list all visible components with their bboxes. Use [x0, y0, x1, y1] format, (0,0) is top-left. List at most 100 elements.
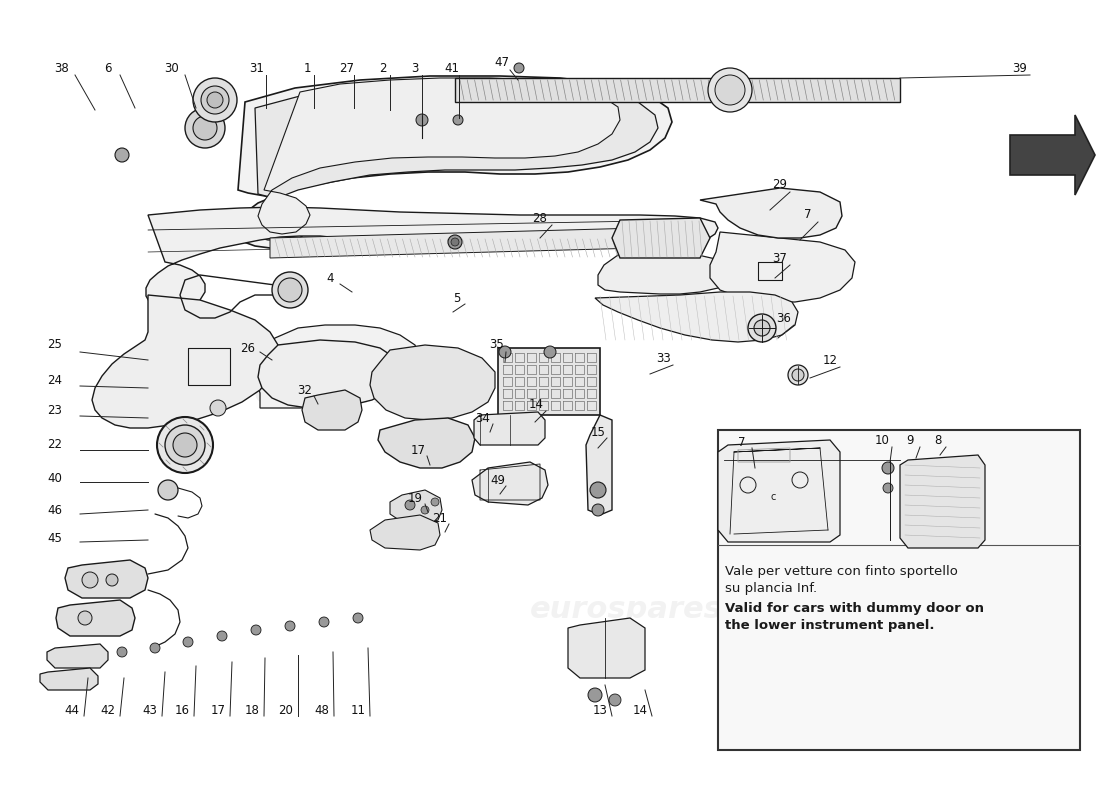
Circle shape [353, 613, 363, 623]
Circle shape [792, 369, 804, 381]
Text: 28: 28 [532, 211, 548, 225]
Circle shape [201, 86, 229, 114]
Circle shape [431, 498, 439, 506]
Text: 4: 4 [327, 271, 333, 285]
Text: 23: 23 [47, 403, 63, 417]
Text: 5: 5 [453, 291, 461, 305]
Circle shape [405, 500, 415, 510]
Text: the lower instrument panel.: the lower instrument panel. [725, 619, 935, 632]
Text: 41: 41 [444, 62, 460, 74]
Text: 32: 32 [298, 383, 312, 397]
Text: 14: 14 [528, 398, 543, 411]
Polygon shape [40, 668, 98, 690]
Text: 17: 17 [410, 443, 426, 457]
Text: 17: 17 [210, 703, 225, 717]
Text: 3: 3 [411, 62, 419, 74]
Circle shape [185, 108, 226, 148]
Text: 46: 46 [47, 503, 63, 517]
Text: 47: 47 [495, 55, 509, 69]
Circle shape [514, 63, 524, 73]
Text: 33: 33 [657, 351, 671, 365]
Text: 21: 21 [432, 511, 448, 525]
Text: 24: 24 [47, 374, 63, 386]
Circle shape [207, 92, 223, 108]
Polygon shape [586, 415, 612, 515]
Circle shape [192, 78, 236, 122]
Circle shape [421, 506, 429, 514]
Text: 2: 2 [379, 62, 387, 74]
Text: 39: 39 [1013, 62, 1027, 74]
Text: c: c [770, 492, 776, 502]
Polygon shape [370, 515, 440, 550]
Text: 8: 8 [934, 434, 942, 446]
Polygon shape [498, 348, 600, 415]
Circle shape [285, 621, 295, 631]
Polygon shape [258, 78, 620, 234]
Text: 26: 26 [241, 342, 255, 354]
Circle shape [165, 425, 205, 465]
Text: 37: 37 [772, 251, 788, 265]
Text: 48: 48 [315, 703, 329, 717]
Circle shape [448, 235, 462, 249]
Polygon shape [718, 440, 840, 542]
Text: 7: 7 [804, 209, 812, 222]
Circle shape [883, 483, 893, 493]
Circle shape [590, 482, 606, 498]
Text: eurospares: eurospares [530, 595, 723, 625]
Text: 31: 31 [250, 62, 264, 74]
Text: 44: 44 [65, 703, 79, 717]
Text: 19: 19 [407, 491, 422, 505]
Circle shape [544, 346, 556, 358]
Circle shape [416, 114, 428, 126]
Text: 10: 10 [874, 434, 890, 446]
Circle shape [882, 462, 894, 474]
Text: 11: 11 [351, 703, 365, 717]
Polygon shape [258, 340, 400, 408]
Text: 12: 12 [823, 354, 837, 366]
Text: Vale per vetture con finto sportello: Vale per vetture con finto sportello [725, 565, 958, 578]
Circle shape [117, 647, 126, 657]
Polygon shape [92, 295, 278, 428]
Polygon shape [472, 462, 548, 505]
FancyBboxPatch shape [718, 430, 1080, 750]
Text: 34: 34 [475, 411, 491, 425]
Polygon shape [236, 76, 672, 248]
Circle shape [251, 625, 261, 635]
Text: 35: 35 [490, 338, 505, 351]
Text: 45: 45 [47, 531, 63, 545]
Polygon shape [47, 644, 108, 668]
Circle shape [748, 314, 775, 342]
Circle shape [217, 631, 227, 641]
Polygon shape [612, 218, 710, 258]
Text: 1: 1 [304, 62, 310, 74]
Polygon shape [598, 255, 730, 294]
Circle shape [158, 480, 178, 500]
Polygon shape [248, 84, 658, 240]
Polygon shape [595, 292, 798, 342]
Circle shape [453, 115, 463, 125]
Circle shape [78, 611, 92, 625]
Text: 18: 18 [244, 703, 260, 717]
Text: su plancia Inf.: su plancia Inf. [725, 582, 817, 595]
Text: 29: 29 [772, 178, 788, 191]
Circle shape [499, 346, 512, 358]
Text: Valid for cars with dummy door on: Valid for cars with dummy door on [725, 602, 984, 615]
Polygon shape [256, 325, 420, 408]
Circle shape [210, 400, 225, 416]
Circle shape [319, 617, 329, 627]
Text: 42: 42 [100, 703, 116, 717]
Circle shape [588, 688, 602, 702]
Polygon shape [370, 345, 495, 420]
Polygon shape [270, 228, 640, 258]
Polygon shape [56, 600, 135, 636]
Text: 16: 16 [175, 703, 189, 717]
Circle shape [116, 148, 129, 162]
Polygon shape [710, 232, 855, 302]
Text: 6: 6 [104, 62, 112, 74]
Circle shape [278, 278, 303, 302]
Circle shape [192, 116, 217, 140]
Circle shape [272, 272, 308, 308]
Text: 7: 7 [738, 435, 746, 449]
Text: 36: 36 [777, 311, 791, 325]
Circle shape [754, 320, 770, 336]
